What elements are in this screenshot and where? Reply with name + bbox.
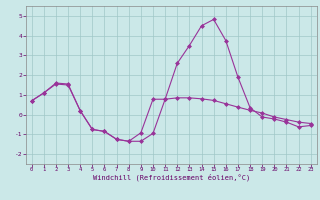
X-axis label: Windchill (Refroidissement éolien,°C): Windchill (Refroidissement éolien,°C): [92, 174, 250, 181]
